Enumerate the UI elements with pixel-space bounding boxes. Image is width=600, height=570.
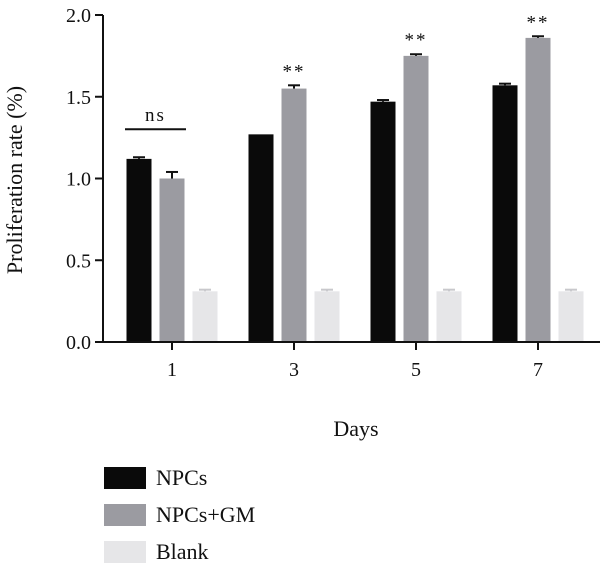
significance-label: ** — [527, 12, 550, 33]
x-axis-title: Days — [333, 416, 378, 441]
legend-swatch-npcs-gm — [104, 503, 146, 526]
significance-label: ns — [145, 105, 166, 126]
y-tick-label: 1.5 — [66, 87, 91, 109]
y-tick-label: 1.0 — [66, 169, 91, 191]
x-tick-label: 3 — [289, 359, 299, 381]
y-ticks-group: 0.0 0.5 1.0 1.5 2.0 — [66, 5, 103, 354]
bar-blank-day-3 — [314, 291, 340, 342]
annotations-group: ns ** ** ** — [125, 12, 550, 131]
bar-npcs-day-1 — [126, 158, 152, 342]
y-tick-label: 0.0 — [66, 332, 91, 354]
legend-label-blank: Blank — [156, 538, 209, 564]
y-tick-label: 0.5 — [66, 250, 91, 272]
legend-item-blank: Blank — [104, 533, 255, 570]
bar-npcs-day-7 — [492, 85, 518, 343]
y-axis-title: Proliferation rate (%) — [2, 86, 27, 274]
significance-label: ** — [405, 30, 428, 51]
x-tick-label: 7 — [533, 359, 543, 381]
bar-npcs-gm-day-5 — [403, 55, 429, 342]
legend-label-npcs-gm: NPCs+GM — [156, 501, 256, 527]
bar-npcs-gm-day-1 — [159, 178, 185, 342]
bar-npcs-day-5 — [370, 101, 396, 342]
bar-npcs-gm-day-3 — [281, 88, 307, 342]
bar-blank-day-1 — [192, 291, 218, 342]
bar-npcs-day-3 — [248, 134, 274, 342]
x-tick-label: 5 — [411, 359, 421, 381]
error-bars-group — [133, 35, 577, 292]
bars-group — [126, 37, 584, 343]
bar-chart: 0.0 0.5 1.0 1.5 2.0 1 3 5 7 ns ** ** ** Days Proli… — [2, 5, 600, 441]
bar-blank-day-5 — [436, 291, 462, 342]
legend: NPCs NPCs+GM Blank — [104, 459, 255, 570]
legend-label-npcs: NPCs — [156, 464, 208, 490]
significance-label: ** — [283, 61, 306, 82]
x-tick-label: 1 — [167, 359, 177, 381]
legend-item-npcs: NPCs — [104, 459, 255, 496]
bar-npcs-gm-day-7 — [525, 37, 551, 342]
y-tick-label: 2.0 — [66, 5, 91, 27]
legend-swatch-blank — [104, 540, 146, 563]
legend-swatch-npcs — [104, 466, 146, 489]
legend-item-npcs-gm: NPCs+GM — [104, 496, 255, 533]
bar-blank-day-7 — [558, 291, 584, 342]
x-ticks-group: 1 3 5 7 — [167, 342, 543, 381]
